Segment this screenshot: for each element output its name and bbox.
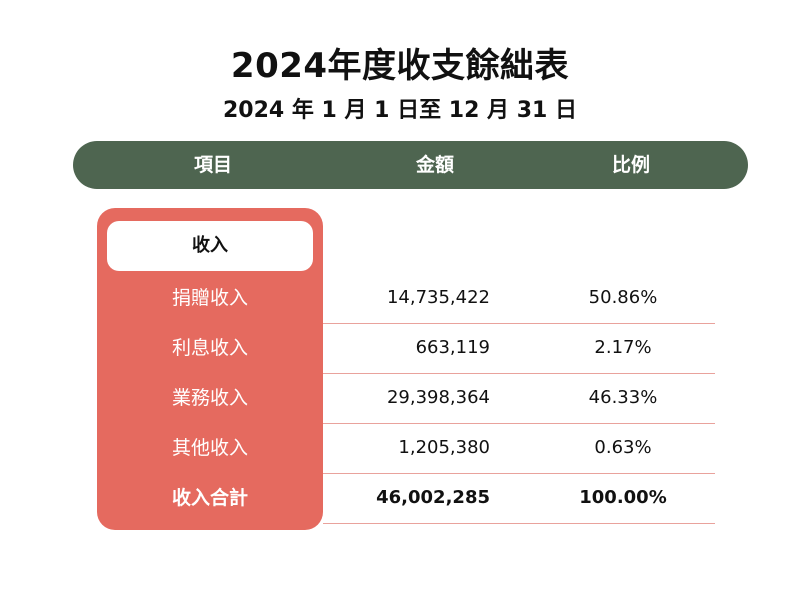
table-header: 項目 金額 比例 [73,141,748,189]
table-row: 663,119 2.17% [323,324,715,374]
ratio-cell: 2.17% [594,337,652,358]
header-ratio: 比例 [611,154,650,176]
row-label: 利息收入 [171,337,248,359]
ratio-cell: 0.63% [594,437,652,458]
ratio-cell: 50.86% [588,287,658,308]
total-ratio: 100.00% [579,487,667,508]
row-label: 捐贈收入 [171,287,248,309]
amount-cell: 14,735,422 [386,287,490,308]
amount-cell: 1,205,380 [398,437,490,458]
table-row: 29,398,364 46.33% [323,374,715,424]
header-amount: 金額 [415,154,454,176]
income-table: 14,735,422 50.86% 663,119 2.17% 29,398,3… [323,274,715,524]
page-title: 2024年度收支餘絀表 [230,46,570,86]
table-row: 14,735,422 50.86% [323,274,715,324]
total-label: 收入合計 [171,487,248,509]
income-label-panel: 收入 捐贈收入 利息收入 業務收入 其他收入 收入合計 [97,208,323,530]
row-label: 業務收入 [171,387,248,409]
total-amount: 46,002,285 [376,487,490,508]
total-row: 46,002,285 100.00% [323,474,715,524]
section-label-income: 收入 [107,221,313,271]
amount-cell: 29,398,364 [386,387,490,408]
ratio-cell: 46.33% [588,387,658,408]
page-subtitle: 2024 年 1 月 1 日至 12 月 31 日 [222,98,577,123]
header-item: 項目 [193,154,232,176]
row-label: 其他收入 [171,437,248,459]
table-row: 1,205,380 0.63% [323,424,715,474]
amount-cell: 663,119 [415,337,490,358]
